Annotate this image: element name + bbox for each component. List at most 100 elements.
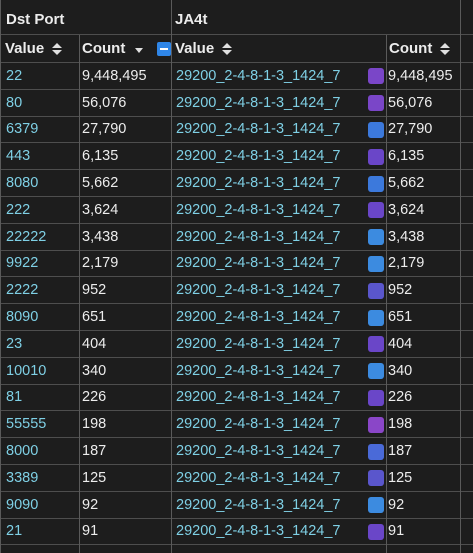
color-swatch-icon <box>368 470 384 487</box>
column-header-label: Count <box>82 40 126 57</box>
table-row[interactable]: 80 56,076 29200_2-4-8-1-3_1424_7 56,076 <box>0 90 473 117</box>
column-header-count-ja4t[interactable]: Count <box>389 35 473 62</box>
column-divider <box>79 35 80 553</box>
port-value[interactable]: 9922 <box>6 255 39 272</box>
color-swatch-icon <box>368 121 384 138</box>
port-count: 2,179 <box>82 255 119 272</box>
ja4t-value[interactable]: 29200_2-4-8-1-3_1424_7 <box>176 121 341 138</box>
column-header-value-ja4t[interactable]: Value <box>175 35 375 62</box>
ja4t-value[interactable]: 29200_2-4-8-1-3_1424_7 <box>176 148 341 165</box>
color-swatch-icon <box>368 443 384 460</box>
ja4t-count: 226 <box>388 389 413 406</box>
port-value[interactable]: 2222 <box>6 282 39 299</box>
column-header-label: Value <box>175 40 215 57</box>
ja4t-value[interactable]: 29200_2-4-8-1-3_1424_7 <box>176 67 341 84</box>
table-row[interactable]: 81 226 29200_2-4-8-1-3_1424_7 226 <box>0 385 473 412</box>
collapse-column-button[interactable] <box>157 42 171 56</box>
ja4t-value[interactable]: 29200_2-4-8-1-3_1424_7 <box>176 201 341 218</box>
ja4t-count: 198 <box>388 416 413 433</box>
port-count: 56,076 <box>82 94 127 111</box>
table-row[interactable]: 443 6,135 29200_2-4-8-1-3_1424_7 6,135 <box>0 143 473 171</box>
port-value[interactable]: 8090 <box>6 309 39 326</box>
table-row[interactable]: 55555 198 29200_2-4-8-1-3_1424_7 198 <box>0 411 473 439</box>
table-row[interactable]: 222 3,624 29200_2-4-8-1-3_1424_7 3,624 <box>0 197 473 224</box>
port-value[interactable]: 443 <box>6 148 31 165</box>
ja4t-count: 92 <box>388 496 405 513</box>
column-header-count-port[interactable]: Count <box>82 35 172 62</box>
group-header-dst-port: Dst Port <box>6 10 65 28</box>
port-count: 5,662 <box>82 175 119 192</box>
port-count: 404 <box>82 335 107 352</box>
color-swatch-icon <box>368 229 384 246</box>
port-value[interactable]: 22 <box>6 67 23 84</box>
table-row[interactable]: 3389 125 29200_2-4-8-1-3_1424_7 125 <box>0 465 473 492</box>
table-row[interactable]: 9922 2,179 29200_2-4-8-1-3_1424_7 2,179 <box>0 251 473 278</box>
table-row[interactable]: 2222 952 29200_2-4-8-1-3_1424_7 952 <box>0 277 473 305</box>
port-count: 3,438 <box>82 228 119 245</box>
ja4t-value[interactable]: 29200_2-4-8-1-3_1424_7 <box>176 389 341 406</box>
ja4t-count: 187 <box>388 443 413 460</box>
port-value[interactable]: 222 <box>6 201 31 218</box>
port-count: 198 <box>82 416 107 433</box>
port-count: 27,790 <box>82 121 127 138</box>
ja4t-value[interactable]: 29200_2-4-8-1-3_1424_7 <box>176 228 341 245</box>
column-header-label: Value <box>5 40 45 57</box>
port-value[interactable]: 9090 <box>6 496 39 513</box>
ja4t-value[interactable]: 29200_2-4-8-1-3_1424_7 <box>176 94 341 111</box>
port-count: 3,624 <box>82 201 119 218</box>
table-row[interactable]: 8000 187 29200_2-4-8-1-3_1424_7 187 <box>0 438 473 465</box>
color-swatch-icon <box>368 523 384 540</box>
sort-icon[interactable] <box>222 42 233 55</box>
port-value[interactable]: 23 <box>6 335 23 352</box>
table-row[interactable]: 21 91 29200_2-4-8-1-3_1424_7 91 <box>0 519 473 546</box>
color-swatch-icon <box>368 389 384 406</box>
ja4t-value[interactable]: 29200_2-4-8-1-3_1424_7 <box>176 362 341 379</box>
table-row[interactable]: 9090 92 29200_2-4-8-1-3_1424_7 92 <box>0 492 473 519</box>
color-swatch-icon <box>368 148 384 165</box>
color-swatch-icon <box>368 309 384 326</box>
ja4t-value[interactable]: 29200_2-4-8-1-3_1424_7 <box>176 496 341 513</box>
ja4t-value[interactable]: 29200_2-4-8-1-3_1424_7 <box>176 469 341 486</box>
table-row[interactable]: 8080 5,662 29200_2-4-8-1-3_1424_7 5,662 <box>0 170 473 197</box>
port-count: 952 <box>82 282 107 299</box>
port-value[interactable]: 21 <box>6 523 23 540</box>
port-value[interactable]: 8000 <box>6 443 39 460</box>
port-value[interactable]: 80 <box>6 94 23 111</box>
table-row[interactable]: 8090 651 29200_2-4-8-1-3_1424_7 651 <box>0 304 473 331</box>
sort-descending-icon[interactable] <box>135 48 144 53</box>
column-header-value-port[interactable]: Value <box>5 35 79 62</box>
ja4t-count: 2,179 <box>388 255 425 272</box>
column-divider <box>0 0 1 553</box>
port-value[interactable]: 6379 <box>6 121 39 138</box>
ja4t-count: 3,438 <box>388 228 425 245</box>
port-value[interactable]: 55555 <box>6 416 47 433</box>
table-row[interactable]: 22222 3,438 29200_2-4-8-1-3_1424_7 3,438 <box>0 224 473 251</box>
port-value[interactable]: 8080 <box>6 175 39 192</box>
ja4t-value[interactable]: 29200_2-4-8-1-3_1424_7 <box>176 443 341 460</box>
ja4t-value[interactable]: 29200_2-4-8-1-3_1424_7 <box>176 523 341 540</box>
port-value[interactable]: 81 <box>6 389 23 406</box>
sort-icon[interactable] <box>440 42 451 55</box>
port-value[interactable]: 3389 <box>6 469 39 486</box>
ja4t-value[interactable]: 29200_2-4-8-1-3_1424_7 <box>176 255 341 272</box>
table-row[interactable]: 10010 340 29200_2-4-8-1-3_1424_7 340 <box>0 358 473 385</box>
port-value[interactable]: 22222 <box>6 228 47 245</box>
ja4t-value[interactable]: 29200_2-4-8-1-3_1424_7 <box>176 416 341 433</box>
column-divider <box>386 35 387 553</box>
ja4t-count: 3,624 <box>388 201 425 218</box>
group-header-ja4t: JA4t <box>175 10 208 28</box>
sort-icon[interactable] <box>52 42 63 55</box>
group-header-row: Dst Port JA4t <box>0 4 473 35</box>
table-row[interactable]: 23 404 29200_2-4-8-1-3_1424_7 404 <box>0 331 473 358</box>
ja4t-value[interactable]: 29200_2-4-8-1-3_1424_7 <box>176 309 341 326</box>
ja4t-value[interactable]: 29200_2-4-8-1-3_1424_7 <box>176 282 341 299</box>
ja4t-count: 6,135 <box>388 148 425 165</box>
table-row[interactable]: 6379 27,790 29200_2-4-8-1-3_1424_7 27,790 <box>0 117 473 144</box>
ja4t-value[interactable]: 29200_2-4-8-1-3_1424_7 <box>176 175 341 192</box>
ja4t-value[interactable]: 29200_2-4-8-1-3_1424_7 <box>176 335 341 352</box>
ja4t-count: 651 <box>388 309 413 326</box>
color-swatch-icon <box>368 202 384 219</box>
table-row[interactable]: 22 9,448,495 29200_2-4-8-1-3_1424_7 9,448,4… <box>0 63 473 90</box>
port-value[interactable]: 10010 <box>6 362 47 379</box>
